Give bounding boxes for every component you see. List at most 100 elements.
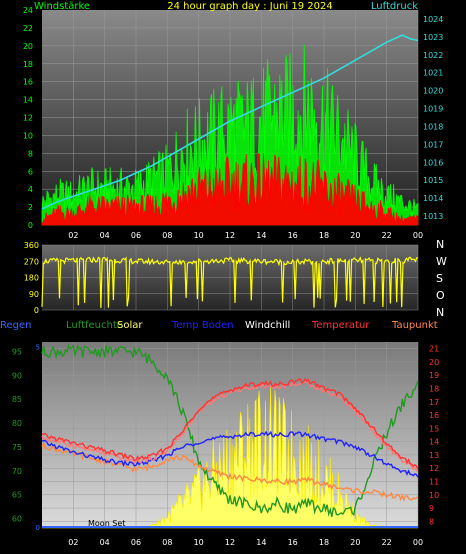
wind-left-tick-label: 12: [23, 114, 33, 123]
wind-left-tick-label: 24: [23, 6, 33, 15]
wind-x-tick-label: 22: [382, 231, 392, 240]
wind-x-tick-label: 00: [413, 231, 423, 240]
compass-label: S: [436, 272, 443, 285]
temperature-tick-label: 12: [429, 464, 439, 473]
pressure-tick-label: 1018: [423, 122, 443, 131]
wind-left-tick-label: 0: [28, 221, 33, 230]
wind-left-tick-label: 2: [28, 203, 33, 212]
humidity-tick-label: 95: [12, 348, 22, 357]
temperature-tick-label: 18: [429, 385, 439, 394]
temperature-tick-label: 15: [429, 424, 439, 433]
wind-right-axis-label: Luftdruck: [371, 1, 418, 12]
compass-label: N: [436, 306, 445, 319]
legend-entry: Temperatur: [312, 320, 370, 331]
wind-x-tick-label: 02: [68, 231, 78, 240]
pressure-tick-label: 1013: [423, 212, 443, 221]
wind-x-tick-label: 08: [162, 231, 172, 240]
pressure-tick-label: 1022: [423, 51, 443, 60]
humidity-tick-label: 85: [12, 395, 22, 404]
climate-x-tick-label: 04: [100, 538, 110, 547]
pressure-tick-label: 1014: [423, 194, 443, 203]
temperature-tick-label: 10: [429, 491, 439, 500]
wind-x-tick-label: 18: [319, 231, 329, 240]
humidity-tick-label: 75: [12, 443, 22, 452]
legend-entry: Windchill: [245, 320, 291, 331]
temperature-tick-label: 19: [429, 371, 439, 380]
climate-x-tick-label: 02: [68, 538, 78, 547]
legend-entry: Taupunkt: [392, 320, 438, 331]
wind-left-tick-label: 8: [28, 149, 33, 158]
compass-label: O: [436, 289, 445, 302]
humidity-tick-label: 90: [12, 371, 22, 380]
humidity-series: [41, 343, 419, 517]
climate-x-tick-label: 22: [382, 538, 392, 547]
soil-temp-series: [41, 430, 419, 478]
direction-tick-label: 0: [34, 306, 39, 315]
climate-x-tick-label: 16: [288, 538, 298, 547]
temperature-tick-label: 8: [429, 517, 434, 526]
temperature-tick-label: 9: [429, 504, 434, 513]
climate-x-tick-label: 14: [256, 538, 266, 547]
temperature-tick-label: 16: [429, 411, 439, 420]
wind-left-tick-label: 10: [23, 131, 33, 140]
climate-x-tick-label: 06: [131, 538, 141, 547]
climate-x-tick-label: 18: [319, 538, 329, 547]
direction-tick-label: 180: [24, 274, 39, 283]
rain-tick-label: 0: [36, 524, 40, 532]
pressure-series: [41, 34, 419, 210]
legend-entry: Solar: [117, 320, 143, 331]
climate-x-tick-label: 10: [194, 538, 204, 547]
wind-left-axis-label: Windstärke: [34, 1, 90, 12]
pressure-tick-label: 1024: [423, 15, 443, 24]
direction-tick-label: 270: [24, 257, 39, 266]
humidity-tick-label: 60: [12, 514, 22, 523]
humidity-tick-label: 65: [12, 491, 22, 500]
pressure-tick-label: 1015: [423, 176, 443, 185]
wind-x-tick-label: 10: [194, 231, 204, 240]
wind-left-tick-label: 14: [23, 96, 33, 105]
temperature-tick-label: 20: [429, 358, 439, 367]
legend-entry: Luftfeuchte: [66, 320, 123, 331]
climate-x-tick-label: 00: [413, 538, 423, 547]
direction-tick-label: 90: [29, 290, 39, 299]
temperature-tick-label: 11: [429, 478, 439, 487]
pressure-tick-label: 1020: [423, 87, 443, 96]
wind-x-tick-label: 04: [100, 231, 110, 240]
temperature-tick-label: 13: [429, 451, 439, 460]
legend-entry: Regen: [0, 320, 32, 331]
rain-tick-label: 5: [36, 344, 40, 352]
wind-series: [41, 152, 419, 226]
wind-left-tick-label: 4: [28, 185, 33, 194]
moon-set-annotation: Moon Set: [88, 519, 125, 528]
wind-chart-title: 24 hour graph day : Juni 19 2024: [167, 1, 333, 12]
temperature-tick-label: 17: [429, 398, 439, 407]
climate-x-tick-label: 12: [225, 538, 235, 547]
compass-label: N: [436, 238, 445, 251]
pressure-tick-label: 1016: [423, 158, 443, 167]
temperature-series: [41, 377, 419, 470]
pressure-tick-label: 1021: [423, 69, 443, 78]
wind-x-tick-label: 16: [288, 231, 298, 240]
wind-x-tick-label: 14: [256, 231, 266, 240]
wind-left-tick-label: 16: [23, 78, 33, 87]
wind-x-tick-label: 20: [350, 231, 360, 240]
climate-x-tick-label: 20: [350, 538, 360, 547]
temperature-tick-label: 14: [429, 438, 439, 447]
humidity-tick-label: 80: [12, 419, 22, 428]
direction-tick-label: 360: [24, 241, 39, 250]
wind-left-tick-label: 18: [23, 60, 33, 69]
dewpoint-series: [41, 441, 419, 502]
pressure-tick-label: 1023: [423, 33, 443, 42]
legend-entry: Temp Boden: [172, 320, 234, 331]
pressure-tick-label: 1019: [423, 105, 443, 114]
wind-left-tick-label: 20: [23, 42, 33, 51]
direction-series: [41, 256, 419, 309]
pressure-tick-label: 1017: [423, 140, 443, 149]
humidity-tick-label: 70: [12, 467, 22, 476]
climate-x-tick-label: 08: [162, 538, 172, 547]
wind-left-tick-label: 22: [23, 24, 33, 33]
temperature-tick-label: 21: [429, 345, 439, 354]
compass-label: W: [436, 255, 447, 268]
wind-x-tick-label: 06: [131, 231, 141, 240]
